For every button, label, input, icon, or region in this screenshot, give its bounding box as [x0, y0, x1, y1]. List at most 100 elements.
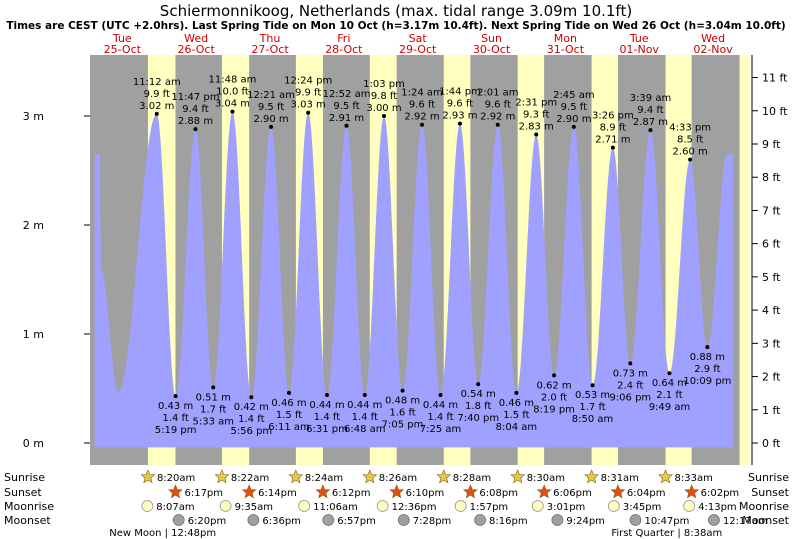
high-tide-time: 1:24 am [401, 88, 443, 99]
sunrise-time: 8:26am [379, 473, 417, 484]
high-tide-feet: 9.4 ft [637, 105, 663, 116]
high-tide-metres: 2.71 m [595, 135, 630, 146]
low-tide-metres: 0.64 m [652, 378, 687, 389]
day-of-week-label: Tue [112, 32, 132, 45]
high-tide-feet: 9.8 ft [371, 91, 397, 102]
low-tide-dot [705, 345, 710, 350]
high-tide-time: 12:24 pm [284, 76, 332, 87]
low-tide-feet: 2.4 ft [617, 380, 643, 391]
astro-row-label-left: Sunrise [4, 471, 45, 484]
right-tick-label: 6 ft [762, 238, 781, 251]
sunrise-time: 8:24am [305, 473, 343, 484]
low-tide-metres: 0.42 m [234, 402, 269, 413]
low-tide-dot [628, 361, 633, 366]
day-of-week-label: Tue [629, 32, 649, 45]
high-tide-dot [571, 124, 576, 129]
moonrise-icon [683, 500, 696, 512]
low-tide-feet: 1.7 ft [200, 404, 226, 415]
high-tide-metres: 2.93 m [442, 111, 477, 122]
moonrise-icon [219, 500, 232, 512]
high-tide-dot [534, 132, 539, 137]
date-label: 28-Oct [325, 43, 363, 56]
high-tide-dot [495, 122, 500, 127]
left-tick-label: 1 m [23, 328, 44, 341]
high-tide-metres: 3.02 m [139, 101, 174, 112]
moonrise-icon [141, 500, 154, 512]
low-tide-metres: 0.62 m [536, 380, 571, 391]
astro-row-label-left: Sunset [4, 486, 42, 499]
low-tide-metres: 0.44 m [347, 400, 382, 411]
right-tick-label: 9 ft [762, 138, 781, 151]
low-tide-metres: 0.51 m [196, 392, 231, 403]
astro-row-label-left: Moonrise [4, 500, 54, 513]
low-tide-dot [249, 395, 254, 400]
low-tide-metres: 0.53 m [575, 390, 610, 401]
sunrise-icon [362, 469, 378, 484]
high-tide-metres: 3.04 m [215, 99, 250, 110]
date-label: 01-Nov [620, 43, 660, 56]
moonrise-icon [298, 500, 311, 512]
day-labels: Tue25-OctWed26-OctThu27-OctFri28-OctSat2… [104, 32, 734, 56]
high-tide-metres: 2.92 m [480, 112, 515, 123]
high-tide-feet: 9.6 ft [447, 99, 473, 110]
low-tide-time: 6:31 pm [306, 424, 348, 435]
high-tide-dot [648, 128, 653, 133]
astro-row-label-right: Sunset [751, 486, 789, 499]
sunrise-icon [214, 469, 230, 484]
date-label: 27-Oct [251, 43, 289, 56]
right-tick-label: 10 ft [762, 105, 788, 118]
right-tick-label: 5 ft [762, 271, 781, 284]
high-tide-time: 3:39 am [630, 93, 672, 104]
date-label: 25-Oct [104, 43, 142, 56]
high-tide-time: 1:03 pm [363, 79, 405, 90]
high-tide-metres: 2.90 m [253, 114, 288, 125]
moonrise-time: 4:13pm [698, 502, 737, 513]
moonrise-icon [376, 500, 389, 512]
left-tick-label: 2 m [23, 219, 44, 232]
sunrise-icon [584, 469, 600, 484]
high-tide-dot [344, 123, 349, 128]
high-tide-time: 11:48 am [209, 75, 257, 86]
high-tide-dot [420, 122, 424, 127]
sunset-time: 6:02pm [701, 488, 740, 499]
low-tide-feet: 1.4 ft [314, 412, 340, 423]
tide-area [94, 111, 734, 448]
moonrise-time: 3:45pm [623, 502, 662, 513]
date-label: 26-Oct [178, 43, 216, 56]
moonset-icon [708, 514, 720, 526]
moonset-time: 9:24pm [566, 516, 605, 527]
sunset-icon [241, 484, 257, 499]
high-tide-feet: 9.6 ft [409, 100, 435, 111]
low-tide-feet: 1.4 ft [162, 413, 188, 424]
low-tide-feet: 2.9 ft [694, 364, 720, 375]
day-of-week-label: Mon [554, 32, 577, 45]
chart-subtitle: Times are CEST (UTC +2.0hrs). Last Sprin… [6, 20, 785, 32]
moonrise-time: 1:57pm [470, 502, 509, 513]
high-tide-feet: 9.6 ft [485, 100, 511, 111]
sunrise-time: 8:22am [231, 473, 269, 484]
high-tide-dot [154, 111, 159, 116]
low-tide-feet: 1.5 ft [503, 410, 529, 421]
low-tide-dot [514, 390, 519, 395]
low-tide-dot [667, 371, 672, 376]
high-tide-dot [193, 127, 198, 132]
low-tide-metres: 0.44 m [309, 400, 344, 411]
moonrise-time: 9:35am [235, 502, 273, 513]
moonset-time: 7:28pm [413, 516, 452, 527]
sunset-icon [684, 484, 700, 499]
sunrise-icon [510, 469, 526, 484]
right-tick-label: 4 ft [762, 304, 781, 317]
high-tide-feet: 10.0 ft [216, 87, 249, 98]
moonrise-icon [607, 500, 620, 512]
high-tide-feet: 9.3 ft [523, 110, 549, 121]
low-tide-feet: 1.7 ft [579, 402, 605, 413]
low-tide-dot [590, 383, 595, 388]
low-tide-feet: 1.5 ft [276, 410, 302, 421]
moonset-icon [551, 514, 564, 526]
moonrise-time: 3:01pm [547, 502, 586, 513]
high-tide-metres: 2.87 m [633, 117, 668, 128]
moonset-time: 6:36pm [262, 516, 301, 527]
low-tide-feet: 2.0 ft [541, 392, 567, 403]
